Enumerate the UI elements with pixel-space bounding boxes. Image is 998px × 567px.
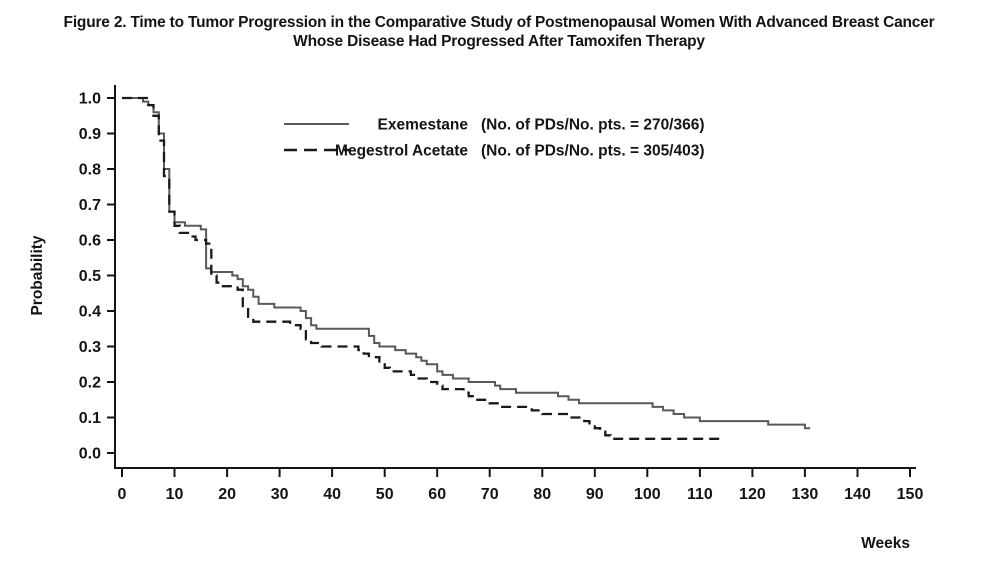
y-tick-label: 1.0 bbox=[79, 91, 101, 108]
x-tick-label: 140 bbox=[844, 486, 871, 503]
y-tick-label: 0.0 bbox=[79, 446, 101, 463]
x-tick-label: 30 bbox=[271, 486, 289, 503]
x-tick-label: 20 bbox=[218, 486, 236, 503]
y-tick-label: 0.5 bbox=[79, 268, 101, 285]
y-tick-label: 0.8 bbox=[79, 162, 101, 179]
x-axis-title: Weeks bbox=[861, 535, 910, 552]
x-tick-label: 10 bbox=[166, 486, 184, 503]
y-tick-label: 0.2 bbox=[79, 375, 101, 392]
legend-series-annotation: (No. of PDs/No. pts. = 270/366) bbox=[481, 117, 705, 134]
y-tick-label: 0.4 bbox=[79, 304, 101, 321]
x-tick-label: 50 bbox=[376, 486, 394, 503]
y-tick-label: 0.1 bbox=[79, 410, 101, 427]
x-tick-label: 110 bbox=[687, 486, 713, 503]
x-tick-label: 40 bbox=[323, 486, 341, 503]
x-tick-label: 90 bbox=[586, 486, 604, 503]
figure-title: Figure 2. Time to Tumor Progression in t… bbox=[0, 0, 998, 51]
x-tick-label: 120 bbox=[739, 486, 766, 503]
figure-title-line-2: Whose Disease Had Progressed After Tamox… bbox=[293, 33, 705, 50]
x-tick-label: 130 bbox=[792, 486, 819, 503]
legend-series-name: Megestrol Acetate bbox=[335, 143, 468, 160]
legend-series-name: Exemestane bbox=[378, 117, 469, 134]
series-curve-megestrol-acetate bbox=[122, 96, 723, 443]
x-tick-label: 0 bbox=[118, 486, 127, 503]
y-tick-label: 0.6 bbox=[79, 233, 101, 250]
y-tick-label: 0.7 bbox=[79, 197, 101, 214]
x-tick-label: 80 bbox=[533, 486, 551, 503]
x-tick-label: 150 bbox=[897, 486, 924, 503]
y-axis-title: Probability bbox=[29, 235, 46, 315]
ttp-chart-container: 0.0 0.1 0.2 0.3 0.4 0.5 0.6 0.7 0.8 0.9 1.0 0 10 20 30… bbox=[0, 58, 998, 563]
y-tick-label: 0.9 bbox=[79, 126, 101, 143]
y-tick-label: 0.3 bbox=[79, 339, 101, 356]
figure-title-line-1: Figure 2. Time to Tumor Progression in t… bbox=[63, 14, 935, 31]
series-curve-exemestane bbox=[122, 97, 811, 430]
x-tick-label: 60 bbox=[428, 486, 446, 503]
legend-series-annotation: (No. of PDs/No. pts. = 305/403) bbox=[481, 143, 705, 160]
ttp-kaplan-meier-chart: 0.0 0.1 0.2 0.3 0.4 0.5 0.6 0.7 0.8 0.9 1.0 0 10 20 30… bbox=[29, 85, 924, 552]
x-tick-label: 70 bbox=[481, 486, 499, 503]
x-tick-label: 100 bbox=[634, 486, 661, 503]
